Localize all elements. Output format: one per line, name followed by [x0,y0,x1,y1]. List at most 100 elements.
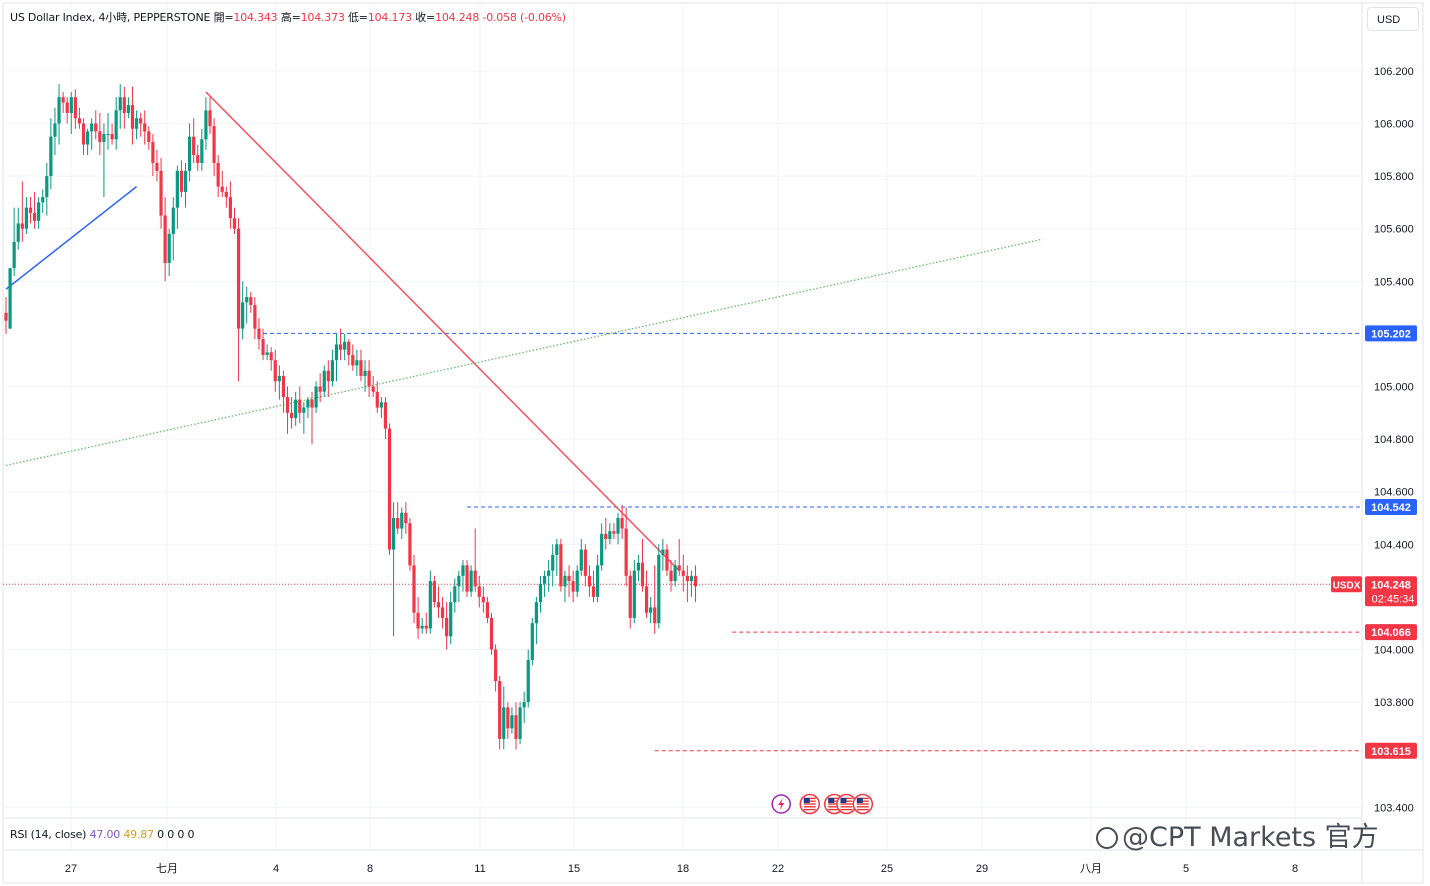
candle-body [143,123,147,132]
x-tick-label: 8 [1292,863,1298,875]
candle-body [277,375,281,382]
candle-body [49,136,53,177]
candle-body [155,162,159,171]
x-tick-label: 11 [474,863,485,875]
candle-body [24,207,28,229]
candle-body [73,97,77,119]
candle-body [371,386,375,392]
rsi-ma-value: 49.87 [123,828,154,841]
high-label: 高= [280,11,301,24]
candle-body [644,586,649,613]
candle-body [334,344,339,361]
candle-body [343,341,347,350]
flag-canton [840,798,847,803]
us-flag-event-icon [836,793,857,815]
candle-body [534,602,538,624]
candle-body [432,581,436,603]
candle-body [265,352,269,355]
candle-body [69,97,73,113]
candle-body [457,575,461,587]
trendline [205,91,680,572]
rsi-legend: RSI (14, close) 47.00 49.87 0 0 0 0 [10,828,194,841]
candle-body [294,399,298,419]
candle-body [257,328,261,340]
price-label-text: 103.615 [1371,746,1411,758]
candle-body [632,570,636,618]
candle-body [685,575,689,582]
x-tick-label: 27 [65,863,77,875]
candle-body [600,533,604,566]
candle-body [567,575,571,582]
candle-body [151,141,155,163]
candle-body [306,399,310,408]
candle-body [412,565,416,613]
candle-body [649,607,653,613]
flag-stripe [856,806,869,808]
candle-body [139,118,143,124]
candle-body [53,123,57,137]
candle-body [122,97,126,113]
candle-body [188,136,192,171]
candle-body [241,302,245,329]
y-tick-label: 104.400 [1374,539,1414,551]
flag-canton [828,798,835,803]
candle-body [290,412,294,419]
candle-body [367,370,371,387]
candle-body [526,660,530,703]
candle-body [469,570,473,592]
countdown-text: 02:45:34 [1372,593,1415,605]
candle-body [126,105,130,113]
candle-body [518,707,522,739]
candle-body [179,170,184,192]
candle-body [396,518,400,529]
candle-body [628,575,632,618]
symbol-title: US Dollar Index, 4小時, PEPPERSTONE [10,11,211,24]
candle-body [28,207,33,213]
candle-body [192,136,196,156]
candle-body [118,97,122,111]
x-tick-label: 八月 [1080,863,1102,875]
candle-body [596,565,600,597]
y-tick-label: 103.800 [1374,697,1414,709]
x-tick-label: 8 [367,863,373,875]
current-price-text: 104.248 [1371,579,1411,591]
candle-body [400,512,404,529]
candle-body [445,617,449,637]
candle-body [477,586,481,597]
candle-body [440,607,445,618]
candle-body [228,197,232,219]
price-label-text: 104.542 [1371,502,1411,514]
candle-body [322,370,326,392]
candle-body [355,360,359,366]
candle-body [579,549,583,571]
candle-body [310,399,314,408]
x-tick-label: 15 [568,863,580,875]
flag-canton [803,798,810,803]
candle-body [514,715,518,739]
candle-body [220,186,224,192]
close-label: 收= [415,11,436,24]
candle-body [608,531,612,540]
candle-body [555,544,559,555]
currency-button[interactable]: USD [1367,7,1419,31]
flag-stripe [803,803,816,805]
candle-body [57,97,61,124]
candle-body [408,523,412,566]
price-label-box [1365,624,1417,641]
candle-body [204,110,208,140]
candle-body [502,707,506,739]
candle-body [351,354,355,366]
flag-stripe [803,806,816,808]
rsi-value: 47.00 [89,828,121,841]
candle-body [420,625,424,629]
flag-stripe [840,806,853,808]
flag-stripe [828,806,841,808]
candle-body [416,612,420,629]
candle-body [522,702,526,708]
change-value: -0.058 (-0.06%) [482,11,566,24]
candle-body [94,123,98,132]
x-tick-label: 29 [976,863,988,875]
zhihu-logo-icon [1096,827,1118,849]
candle-body [12,241,16,269]
